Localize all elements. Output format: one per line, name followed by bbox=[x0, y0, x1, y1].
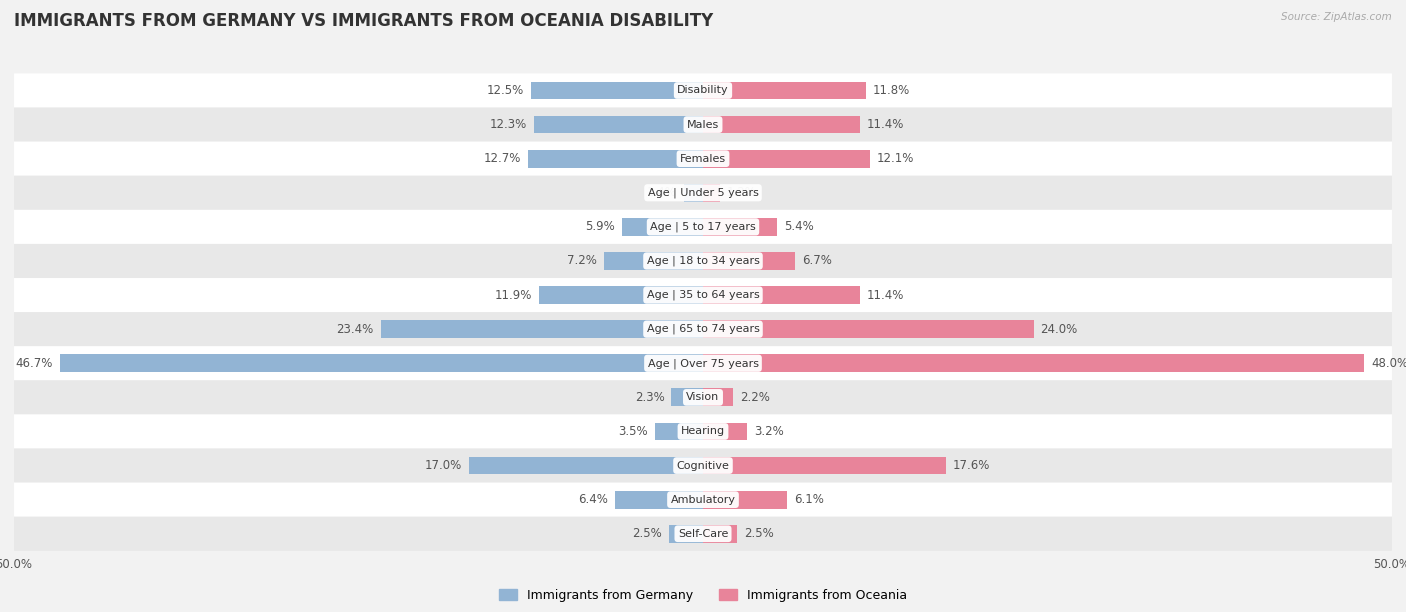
Text: 6.1%: 6.1% bbox=[794, 493, 824, 506]
Text: Age | 65 to 74 years: Age | 65 to 74 years bbox=[647, 324, 759, 334]
Bar bbox=[671, 389, 703, 406]
FancyBboxPatch shape bbox=[14, 244, 1392, 278]
Bar bbox=[703, 218, 778, 236]
Bar bbox=[59, 354, 703, 372]
Bar bbox=[703, 491, 787, 509]
Text: Age | 5 to 17 years: Age | 5 to 17 years bbox=[650, 222, 756, 232]
Bar bbox=[703, 184, 720, 201]
Text: IMMIGRANTS FROM GERMANY VS IMMIGRANTS FROM OCEANIA DISABILITY: IMMIGRANTS FROM GERMANY VS IMMIGRANTS FR… bbox=[14, 12, 713, 30]
Text: 5.9%: 5.9% bbox=[585, 220, 614, 233]
FancyBboxPatch shape bbox=[14, 449, 1392, 483]
Bar bbox=[381, 320, 703, 338]
Text: Age | 35 to 64 years: Age | 35 to 64 years bbox=[647, 290, 759, 300]
FancyBboxPatch shape bbox=[14, 278, 1392, 312]
Text: 24.0%: 24.0% bbox=[1040, 323, 1078, 335]
Bar bbox=[703, 389, 734, 406]
Bar bbox=[538, 286, 703, 304]
Text: Age | Under 5 years: Age | Under 5 years bbox=[648, 187, 758, 198]
Bar bbox=[703, 320, 1033, 338]
FancyBboxPatch shape bbox=[14, 517, 1392, 551]
Text: 3.5%: 3.5% bbox=[619, 425, 648, 438]
Text: Females: Females bbox=[681, 154, 725, 163]
Text: 11.9%: 11.9% bbox=[495, 289, 531, 302]
Bar bbox=[614, 491, 703, 509]
Text: Hearing: Hearing bbox=[681, 427, 725, 436]
FancyBboxPatch shape bbox=[14, 312, 1392, 346]
Text: 2.5%: 2.5% bbox=[744, 528, 775, 540]
Text: Males: Males bbox=[688, 119, 718, 130]
Text: 46.7%: 46.7% bbox=[15, 357, 52, 370]
FancyBboxPatch shape bbox=[14, 414, 1392, 449]
Text: 11.4%: 11.4% bbox=[868, 289, 904, 302]
Bar bbox=[603, 252, 703, 270]
Bar bbox=[703, 457, 945, 474]
Bar bbox=[703, 116, 860, 133]
Bar bbox=[703, 354, 1364, 372]
FancyBboxPatch shape bbox=[14, 346, 1392, 380]
Bar bbox=[669, 525, 703, 543]
Text: 12.7%: 12.7% bbox=[484, 152, 522, 165]
Text: 7.2%: 7.2% bbox=[567, 255, 598, 267]
Text: 17.6%: 17.6% bbox=[952, 459, 990, 472]
Text: 3.2%: 3.2% bbox=[754, 425, 783, 438]
Text: 12.1%: 12.1% bbox=[876, 152, 914, 165]
FancyBboxPatch shape bbox=[14, 73, 1392, 108]
Text: Ambulatory: Ambulatory bbox=[671, 494, 735, 505]
Bar bbox=[621, 218, 703, 236]
Text: Self-Care: Self-Care bbox=[678, 529, 728, 539]
Bar bbox=[703, 150, 870, 168]
Text: Age | Over 75 years: Age | Over 75 years bbox=[648, 358, 758, 368]
Text: 48.0%: 48.0% bbox=[1371, 357, 1406, 370]
FancyBboxPatch shape bbox=[14, 210, 1392, 244]
Text: 11.8%: 11.8% bbox=[873, 84, 910, 97]
Bar bbox=[529, 150, 703, 168]
Text: 2.5%: 2.5% bbox=[631, 528, 662, 540]
FancyBboxPatch shape bbox=[14, 483, 1392, 517]
FancyBboxPatch shape bbox=[14, 141, 1392, 176]
Bar bbox=[703, 252, 796, 270]
Text: 17.0%: 17.0% bbox=[425, 459, 461, 472]
Bar bbox=[703, 286, 860, 304]
Text: Vision: Vision bbox=[686, 392, 720, 402]
Text: 12.5%: 12.5% bbox=[486, 84, 524, 97]
Text: 23.4%: 23.4% bbox=[336, 323, 374, 335]
Text: 6.7%: 6.7% bbox=[803, 255, 832, 267]
Text: 11.4%: 11.4% bbox=[868, 118, 904, 131]
Bar bbox=[703, 81, 866, 99]
Text: 12.3%: 12.3% bbox=[489, 118, 527, 131]
Text: Disability: Disability bbox=[678, 86, 728, 95]
Bar bbox=[531, 81, 703, 99]
Bar bbox=[533, 116, 703, 133]
Bar bbox=[468, 457, 703, 474]
Bar bbox=[655, 423, 703, 440]
Bar bbox=[683, 184, 703, 201]
Bar bbox=[703, 525, 738, 543]
Text: 2.2%: 2.2% bbox=[740, 391, 770, 404]
Bar bbox=[703, 423, 747, 440]
Legend: Immigrants from Germany, Immigrants from Oceania: Immigrants from Germany, Immigrants from… bbox=[499, 589, 907, 602]
Text: Source: ZipAtlas.com: Source: ZipAtlas.com bbox=[1281, 12, 1392, 22]
Text: 2.3%: 2.3% bbox=[634, 391, 665, 404]
Text: 1.4%: 1.4% bbox=[647, 186, 676, 200]
Text: 6.4%: 6.4% bbox=[578, 493, 607, 506]
Text: Age | 18 to 34 years: Age | 18 to 34 years bbox=[647, 256, 759, 266]
Text: 5.4%: 5.4% bbox=[785, 220, 814, 233]
Text: 1.2%: 1.2% bbox=[727, 186, 756, 200]
Text: Cognitive: Cognitive bbox=[676, 461, 730, 471]
FancyBboxPatch shape bbox=[14, 108, 1392, 141]
FancyBboxPatch shape bbox=[14, 176, 1392, 210]
FancyBboxPatch shape bbox=[14, 380, 1392, 414]
